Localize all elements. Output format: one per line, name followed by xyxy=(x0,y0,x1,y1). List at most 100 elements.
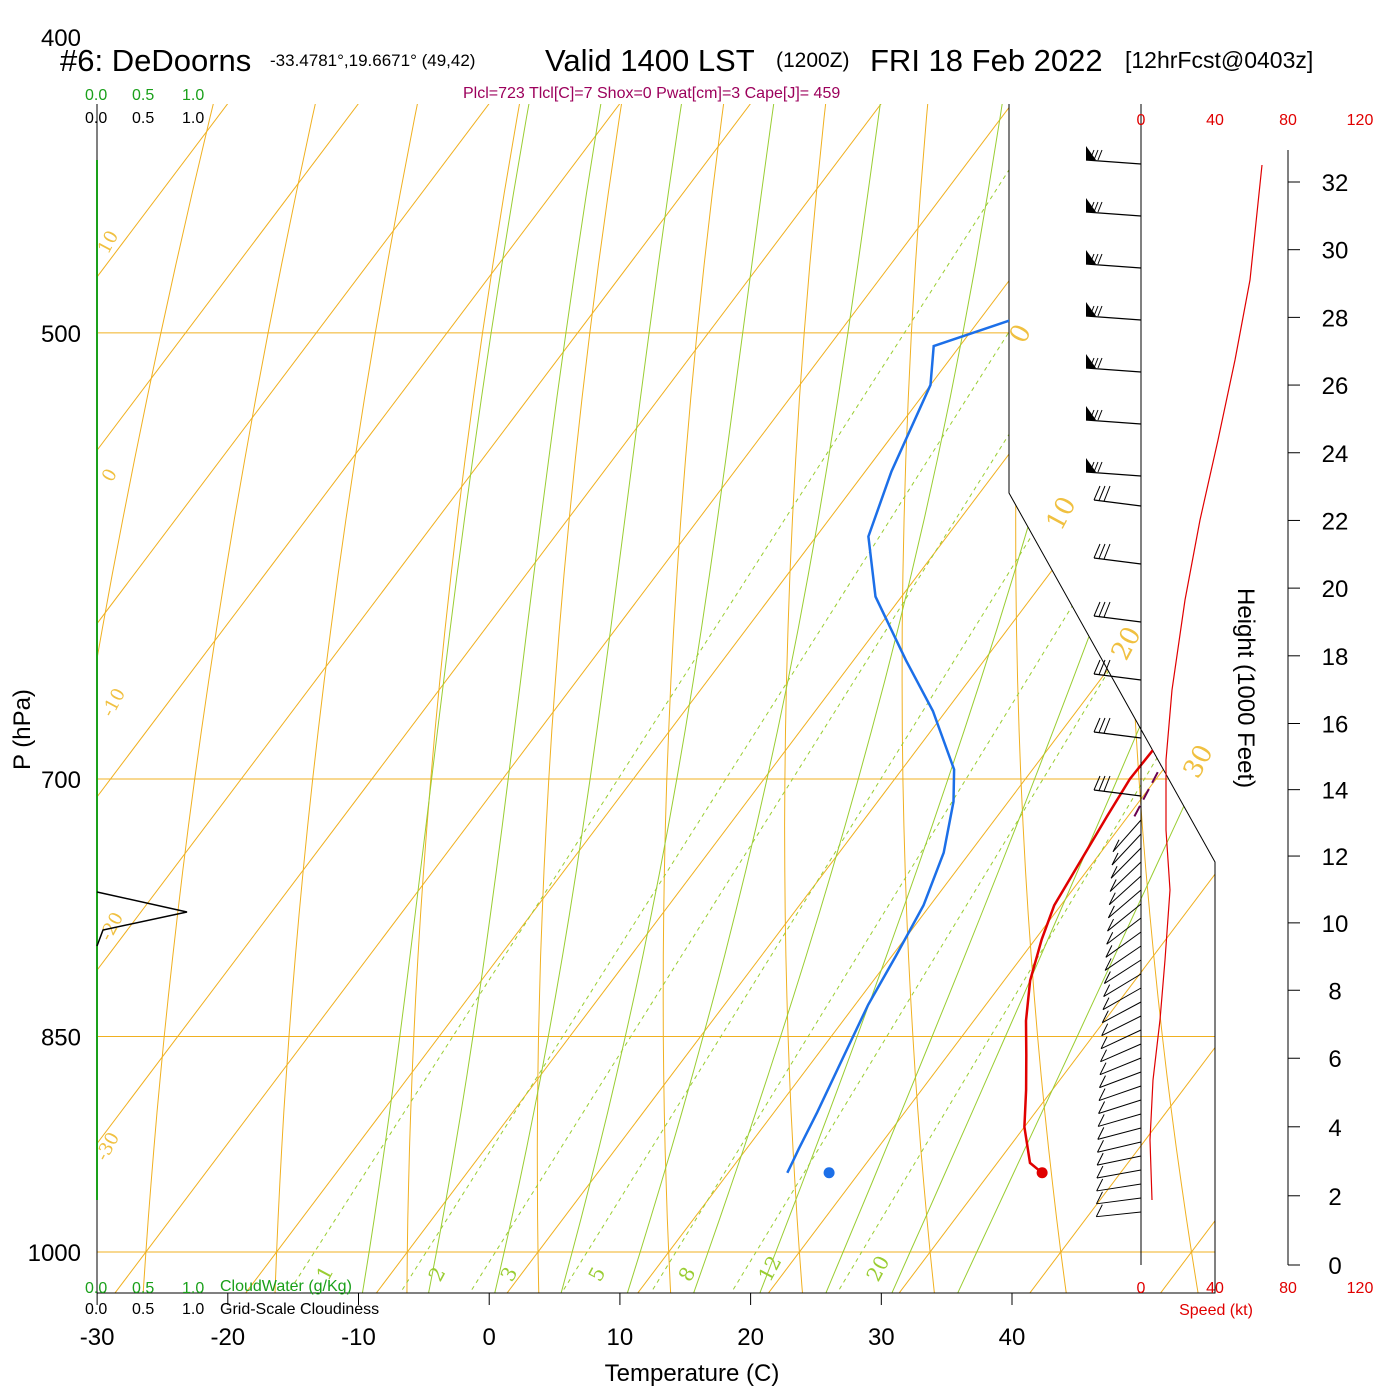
barb-pennant-5 xyxy=(1086,406,1096,420)
speed-axis-label: Speed (kt) xyxy=(1179,1302,1253,1319)
barb-feather-2-0 xyxy=(1089,253,1095,265)
mixing-ratio-label-20: 20 xyxy=(861,1252,894,1286)
top-green-scale: 0.0 0.5 1.0 xyxy=(85,87,204,104)
barb-feather-2-2 xyxy=(1097,253,1103,265)
barb-feather-36-0 xyxy=(1097,1140,1104,1153)
pressure-label-700: 700 xyxy=(41,767,81,794)
isotherm--50 xyxy=(97,104,1215,1293)
barb-feather-5-2 xyxy=(1097,409,1103,421)
moist-adiabat-35 xyxy=(946,104,1215,1293)
barb-feather-7-2 xyxy=(1103,485,1111,502)
barb-feather-12-1 xyxy=(1098,775,1106,791)
barb-feather-16-0 xyxy=(1109,879,1117,892)
height-label-28: 28 xyxy=(1322,305,1349,332)
barb-staff-29 xyxy=(1100,1043,1142,1063)
isotherm--70 xyxy=(97,104,1010,1293)
barb-feather-22-0 xyxy=(1104,958,1112,971)
temperature-label--10: -10 xyxy=(341,1324,376,1351)
isotherm-label-2: -10 xyxy=(98,685,130,720)
barb-feather-6-1 xyxy=(1093,461,1099,473)
barb-feather-8-2 xyxy=(1103,543,1111,560)
speed-top-80: 80 xyxy=(1279,112,1297,129)
barb-staff-3 xyxy=(1085,315,1142,321)
dry-adiabat--40 xyxy=(97,104,406,1293)
mixing-ratio-line-12 xyxy=(716,104,1215,1293)
barb-feather-7-1 xyxy=(1098,485,1106,501)
barb-staff-8 xyxy=(1093,557,1142,565)
barb-pennant-6 xyxy=(1086,458,1096,472)
moist-adiabat--10 xyxy=(358,104,680,1293)
moist-adiabat-5 xyxy=(554,104,894,1293)
barb-staff-31 xyxy=(1099,1071,1142,1089)
height-label-12: 12 xyxy=(1322,844,1349,871)
height-label-18: 18 xyxy=(1322,644,1349,671)
height-label-30: 30 xyxy=(1322,238,1349,265)
speed-bot-80: 80 xyxy=(1279,1280,1297,1297)
isotherm-10 xyxy=(619,104,1215,1293)
height-label-32: 32 xyxy=(1322,170,1349,197)
height-label-22: 22 xyxy=(1322,508,1349,535)
barb-staff-0 xyxy=(1085,159,1142,165)
dry-adiabat-50 xyxy=(1125,104,1203,1293)
cloudiness-profile xyxy=(96,891,188,947)
barb-feather-1-1 xyxy=(1093,201,1099,213)
dry-adiabat--30 xyxy=(141,104,494,1293)
barb-staff-25 xyxy=(1102,987,1142,1011)
dry-adiabat-10 xyxy=(662,104,846,1293)
dry-adiabat-0 xyxy=(536,104,758,1293)
zulu-time: (1200Z) xyxy=(776,49,850,72)
barb-pennant-4 xyxy=(1086,354,1096,368)
height-label-0: 0 xyxy=(1328,1253,1341,1280)
speed-top-0: 0 xyxy=(1137,112,1146,129)
isotherm-label-1: 0 xyxy=(98,465,122,485)
barb-pennant-3 xyxy=(1086,302,1096,316)
surface-temperature-dot xyxy=(1036,1167,1048,1179)
barb-staff-26 xyxy=(1102,1001,1142,1024)
barb-feather-39-0 xyxy=(1096,1178,1104,1192)
temperature-axis: -30 -20 -10 0 10 20 30 40 xyxy=(80,1293,1025,1351)
barb-staff-19 xyxy=(1107,903,1142,932)
barb-feather-12-2 xyxy=(1103,775,1111,792)
bot-green-1: 0.5 xyxy=(132,1280,154,1297)
surface-dewpoint-dot xyxy=(823,1167,835,1179)
mixing-ratio-label-12: 12 xyxy=(753,1252,786,1286)
moist-adiabat-10 xyxy=(619,104,991,1293)
temperature-label--20: -20 xyxy=(210,1324,245,1351)
barb-feather-4-2 xyxy=(1097,357,1103,369)
pressure-label-1000: 1000 xyxy=(28,1240,81,1267)
speed-bottom-scale: 0 40 80 120 Speed (kt) xyxy=(1137,1280,1374,1319)
moist-adiabat-25 xyxy=(815,104,1215,1293)
height-label-2: 2 xyxy=(1328,1184,1341,1211)
barb-feather-6-0 xyxy=(1089,461,1095,473)
barb-staff-30 xyxy=(1099,1057,1142,1076)
pressure-label-500: 500 xyxy=(41,321,81,348)
height-label-26: 26 xyxy=(1322,373,1349,400)
barb-staff-23 xyxy=(1104,959,1142,984)
top-green-0: 0.0 xyxy=(85,87,107,104)
height-label-8: 8 xyxy=(1328,978,1341,1005)
mixing-ratio-line-3 xyxy=(454,104,1215,1293)
barb-feather-20-0 xyxy=(1106,931,1114,945)
barb-staff-35 xyxy=(1097,1127,1142,1140)
mixing-ratio-label-2: 2 xyxy=(423,1263,450,1286)
barb-feather-11-1 xyxy=(1098,717,1106,733)
skewt-grid xyxy=(0,0,1215,1317)
barb-staff-41 xyxy=(1096,1211,1142,1218)
barb-feather-21-0 xyxy=(1105,945,1113,958)
barb-feather-26-0 xyxy=(1101,1010,1109,1023)
barb-feather-9-2 xyxy=(1103,601,1111,618)
barb-staff-28 xyxy=(1100,1029,1142,1050)
isotherm-label-3: -20 xyxy=(96,909,128,944)
barb-feather-4-1 xyxy=(1093,357,1099,369)
barb-feather-8-0 xyxy=(1093,543,1101,559)
bottom-green-scale: 0.0 0.5 1.0 CloudWater (g/Kg) xyxy=(85,1278,352,1297)
barb-feather-38-0 xyxy=(1096,1165,1104,1179)
wind-barbs xyxy=(1085,146,1142,1218)
pressure-label-850: 850 xyxy=(41,1024,81,1051)
barb-staff-21 xyxy=(1105,931,1142,958)
speed-top-scale: 0 40 80 120 xyxy=(1137,112,1374,129)
barb-staff-40 xyxy=(1096,1197,1142,1205)
barb-feather-10-2 xyxy=(1103,659,1111,676)
isotherm--140 xyxy=(0,0,94,1317)
valid-time: Valid 1400 LST xyxy=(545,43,755,78)
